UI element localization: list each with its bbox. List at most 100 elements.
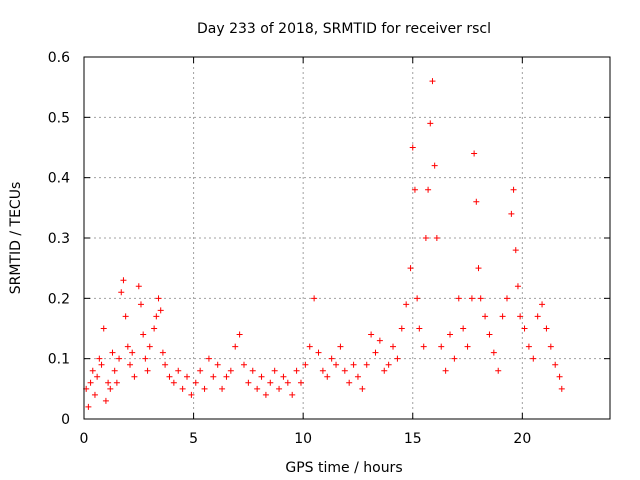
- data-point: [490, 349, 497, 356]
- data-point: [113, 379, 120, 386]
- data-point: [350, 361, 357, 368]
- data-point: [359, 385, 366, 392]
- x-tick-label: 15: [404, 431, 422, 447]
- data-point: [170, 379, 177, 386]
- data-point: [521, 325, 528, 332]
- data-point: [438, 343, 445, 350]
- data-point: [284, 379, 291, 386]
- data-point: [324, 373, 331, 380]
- data-point: [394, 355, 401, 362]
- data-point: [407, 265, 414, 272]
- grid-lines: [84, 57, 610, 419]
- data-point: [534, 313, 541, 320]
- data-point: [140, 331, 147, 338]
- data-point: [543, 325, 550, 332]
- data-point: [427, 120, 434, 127]
- data-point: [442, 367, 449, 374]
- data-point: [151, 325, 158, 332]
- data-point: [118, 289, 125, 296]
- data-point: [89, 367, 96, 374]
- data-point: [473, 198, 480, 205]
- data-point: [205, 355, 212, 362]
- y-tick-label: 0.3: [48, 231, 70, 247]
- data-point: [403, 301, 410, 308]
- y-tick-label: 0.5: [48, 110, 70, 126]
- data-point: [240, 361, 247, 368]
- data-point: [333, 361, 340, 368]
- data-point: [120, 277, 127, 284]
- data-point: [144, 367, 151, 374]
- data-point: [107, 385, 114, 392]
- data-point: [547, 343, 554, 350]
- data-point: [297, 379, 304, 386]
- data-point: [184, 373, 191, 380]
- data-point: [510, 186, 517, 193]
- tick-labels: 0 5 10 15 20 0 0.1 0.2 0.3 0.4 0.5 0.6: [48, 50, 532, 447]
- data-point: [135, 283, 142, 290]
- y-axis-label: SRMTID / TECUs: [8, 182, 24, 295]
- data-point: [328, 355, 335, 362]
- data-point: [368, 331, 375, 338]
- data-point: [96, 355, 103, 362]
- data-point: [471, 150, 478, 157]
- data-point: [166, 373, 173, 380]
- data-point: [539, 301, 546, 308]
- x-axis-label: GPS time / hours: [285, 460, 402, 476]
- y-tick-label: 0: [61, 412, 70, 428]
- data-point: [341, 367, 348, 374]
- data-point: [227, 367, 234, 374]
- data-point: [162, 361, 169, 368]
- data-point: [420, 343, 427, 350]
- x-tick-label: 5: [189, 431, 198, 447]
- data-point: [431, 162, 438, 169]
- data-point: [131, 373, 138, 380]
- data-point: [302, 361, 309, 368]
- data-point: [558, 385, 565, 392]
- data-point: [482, 313, 489, 320]
- data-point: [214, 361, 221, 368]
- data-point: [293, 367, 300, 374]
- data-point: [188, 391, 195, 398]
- data-point: [122, 313, 129, 320]
- data-point: [425, 186, 432, 193]
- data-point: [517, 313, 524, 320]
- data-point: [105, 379, 112, 386]
- data-point: [503, 295, 510, 302]
- data-points: [83, 78, 565, 410]
- data-point: [129, 349, 136, 356]
- data-point: [381, 367, 388, 374]
- data-point: [91, 391, 98, 398]
- y-tick-label: 0.6: [48, 50, 70, 66]
- data-point: [315, 349, 322, 356]
- data-point: [179, 385, 186, 392]
- data-point: [319, 367, 326, 374]
- data-point: [416, 325, 423, 332]
- data-point: [223, 373, 230, 380]
- data-point: [87, 379, 94, 386]
- data-point: [254, 385, 261, 392]
- data-point: [245, 379, 252, 386]
- data-point: [116, 355, 123, 362]
- data-point: [219, 385, 226, 392]
- data-point: [146, 343, 153, 350]
- data-point: [475, 265, 482, 272]
- x-tick-label: 20: [513, 431, 531, 447]
- data-point: [376, 337, 383, 344]
- data-point: [311, 295, 318, 302]
- data-point: [451, 355, 458, 362]
- data-point: [530, 355, 537, 362]
- data-point: [455, 295, 462, 302]
- data-point: [306, 343, 313, 350]
- data-point: [289, 391, 296, 398]
- data-point: [280, 373, 287, 380]
- data-point: [236, 331, 243, 338]
- data-point: [552, 361, 559, 368]
- data-point: [429, 78, 436, 85]
- data-point: [85, 403, 92, 410]
- data-point: [153, 313, 160, 320]
- data-point: [271, 367, 278, 374]
- data-point: [433, 235, 440, 241]
- data-point: [137, 301, 144, 308]
